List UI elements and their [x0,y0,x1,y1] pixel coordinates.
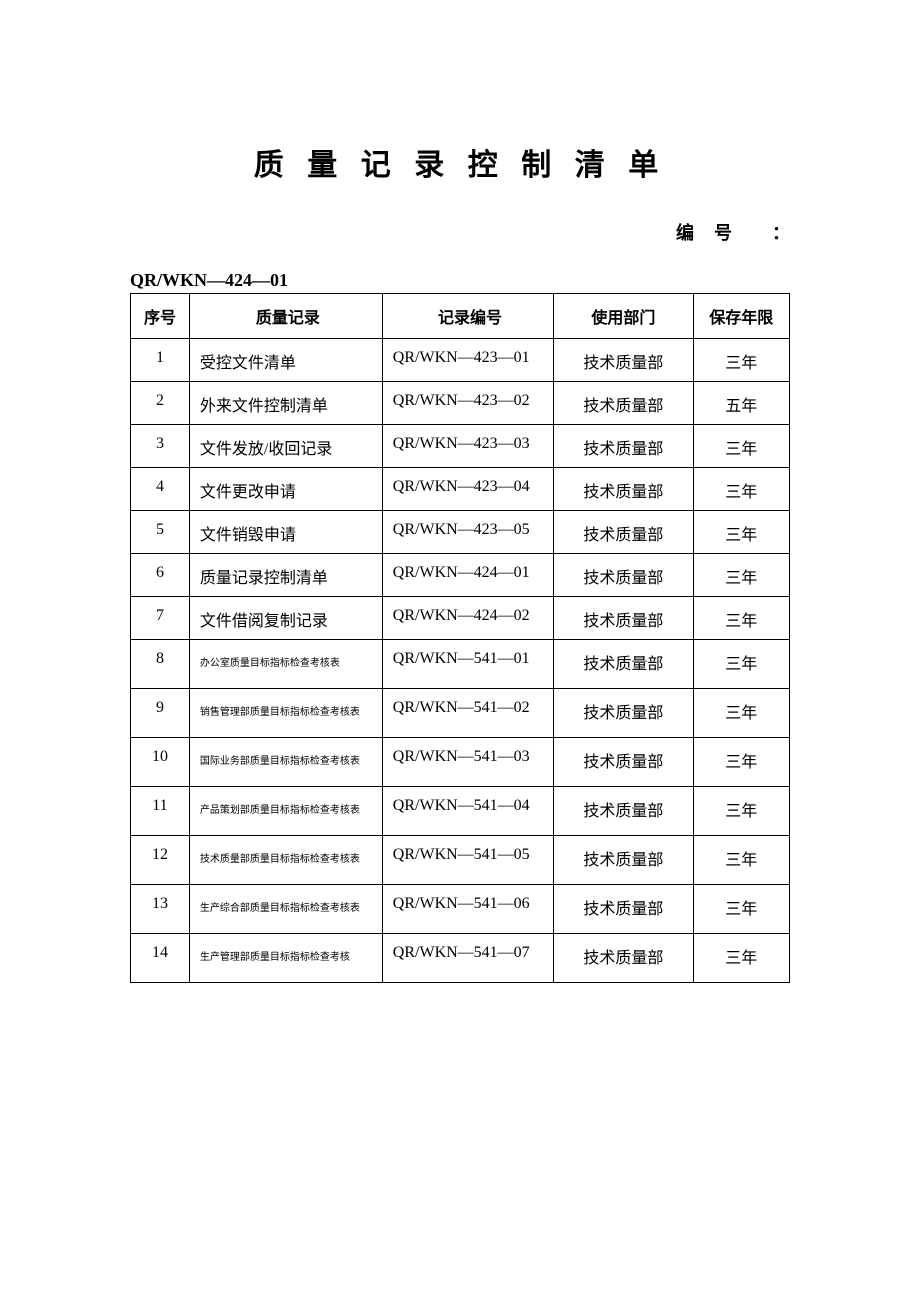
header-code: 记录编号 [382,294,553,339]
table-row: 13生产综合部质量目标指标检查考核表QR/WKN—541—06技术质量部三年 [131,885,790,934]
cell-seq: 12 [131,836,190,885]
cell-code: QR/WKN—541—04 [382,787,553,836]
records-table: 序号 质量记录 记录编号 使用部门 保存年限 1受控文件清单QR/WKN—423… [130,293,790,983]
cell-record: 质量记录控制清单 [189,554,382,597]
cell-record: 生产管理部质量目标指标检查考核 [189,934,382,983]
cell-seq: 5 [131,511,190,554]
cell-seq: 9 [131,689,190,738]
cell-dept: 技术质量部 [554,554,693,597]
cell-retain: 三年 [693,934,789,983]
cell-dept: 技术质量部 [554,425,693,468]
cell-record: 受控文件清单 [189,339,382,382]
cell-code: QR/WKN—541—03 [382,738,553,787]
cell-code: QR/WKN—423—02 [382,382,553,425]
cell-record: 生产综合部质量目标指标检查考核表 [189,885,382,934]
cell-retain: 五年 [693,382,789,425]
cell-retain: 三年 [693,787,789,836]
cell-record: 国际业务部质量目标指标检查考核表 [189,738,382,787]
table-row: 1受控文件清单QR/WKN—423—01技术质量部三年 [131,339,790,382]
header-record: 质量记录 [189,294,382,339]
cell-record: 办公室质量目标指标检查考核表 [189,640,382,689]
cell-dept: 技术质量部 [554,738,693,787]
doc-number-value: QR/WKN—424—01 [130,270,790,291]
cell-retain: 三年 [693,738,789,787]
cell-retain: 三年 [693,640,789,689]
cell-code: QR/WKN—541—02 [382,689,553,738]
table-row: 4文件更改申请QR/WKN—423—04技术质量部三年 [131,468,790,511]
cell-code: QR/WKN—541—01 [382,640,553,689]
cell-retain: 三年 [693,836,789,885]
cell-record: 销售管理部质量目标指标检查考核表 [189,689,382,738]
cell-seq: 13 [131,885,190,934]
table-body: 1受控文件清单QR/WKN—423—01技术质量部三年2外来文件控制清单QR/W… [131,339,790,983]
cell-seq: 7 [131,597,190,640]
header-dept: 使用部门 [554,294,693,339]
doc-number-colon: ： [772,219,790,245]
cell-record: 技术质量部质量目标指标检查考核表 [189,836,382,885]
table-row: 11产品策划部质量目标指标检查考核表QR/WKN—541—04技术质量部三年 [131,787,790,836]
cell-retain: 三年 [693,425,789,468]
table-header-row: 序号 质量记录 记录编号 使用部门 保存年限 [131,294,790,339]
table-row: 12技术质量部质量目标指标检查考核表QR/WKN—541—05技术质量部三年 [131,836,790,885]
cell-retain: 三年 [693,511,789,554]
cell-seq: 8 [131,640,190,689]
cell-record: 文件销毁申请 [189,511,382,554]
cell-retain: 三年 [693,554,789,597]
cell-code: QR/WKN—423—05 [382,511,553,554]
cell-code: QR/WKN—541—07 [382,934,553,983]
table-row: 10国际业务部质量目标指标检查考核表QR/WKN—541—03技术质量部三年 [131,738,790,787]
cell-dept: 技术质量部 [554,689,693,738]
header-retain: 保存年限 [693,294,789,339]
table-row: 8办公室质量目标指标检查考核表QR/WKN—541—01技术质量部三年 [131,640,790,689]
cell-dept: 技术质量部 [554,836,693,885]
cell-retain: 三年 [693,468,789,511]
cell-code: QR/WKN—424—02 [382,597,553,640]
cell-retain: 三年 [693,339,789,382]
table-row: 9销售管理部质量目标指标检查考核表QR/WKN—541—02技术质量部三年 [131,689,790,738]
table-row: 2外来文件控制清单QR/WKN—423—02技术质量部五年 [131,382,790,425]
table-row: 7文件借阅复制记录QR/WKN—424—02技术质量部三年 [131,597,790,640]
cell-dept: 技术质量部 [554,597,693,640]
cell-seq: 6 [131,554,190,597]
cell-code: QR/WKN—541—06 [382,885,553,934]
cell-retain: 三年 [693,885,789,934]
cell-code: QR/WKN—423—04 [382,468,553,511]
table-row: 14生产管理部质量目标指标检查考核QR/WKN—541—07技术质量部三年 [131,934,790,983]
cell-dept: 技术质量部 [554,511,693,554]
cell-seq: 10 [131,738,190,787]
cell-seq: 2 [131,382,190,425]
cell-code: QR/WKN—541—05 [382,836,553,885]
cell-code: QR/WKN—424—01 [382,554,553,597]
doc-number-label: 编号 [676,219,752,245]
cell-seq: 3 [131,425,190,468]
cell-dept: 技术质量部 [554,640,693,689]
cell-record: 文件更改申请 [189,468,382,511]
cell-dept: 技术质量部 [554,885,693,934]
cell-seq: 1 [131,339,190,382]
cell-dept: 技术质量部 [554,339,693,382]
cell-seq: 14 [131,934,190,983]
cell-retain: 三年 [693,689,789,738]
cell-record: 文件借阅复制记录 [189,597,382,640]
cell-dept: 技术质量部 [554,934,693,983]
cell-retain: 三年 [693,597,789,640]
cell-dept: 技术质量部 [554,468,693,511]
cell-record: 文件发放/收回记录 [189,425,382,468]
cell-dept: 技术质量部 [554,787,693,836]
cell-code: QR/WKN—423—01 [382,339,553,382]
cell-seq: 4 [131,468,190,511]
cell-record: 产品策划部质量目标指标检查考核表 [189,787,382,836]
table-row: 3文件发放/收回记录QR/WKN—423—03技术质量部三年 [131,425,790,468]
cell-code: QR/WKN—423—03 [382,425,553,468]
cell-seq: 11 [131,787,190,836]
cell-dept: 技术质量部 [554,382,693,425]
table-row: 5文件销毁申请QR/WKN—423—05技术质量部三年 [131,511,790,554]
doc-number-row: 编号 ： [130,219,790,245]
header-seq: 序号 [131,294,190,339]
table-row: 6质量记录控制清单QR/WKN—424—01技术质量部三年 [131,554,790,597]
document-title: 质 量 记 录 控 制 清 单 [130,140,790,184]
cell-record: 外来文件控制清单 [189,382,382,425]
